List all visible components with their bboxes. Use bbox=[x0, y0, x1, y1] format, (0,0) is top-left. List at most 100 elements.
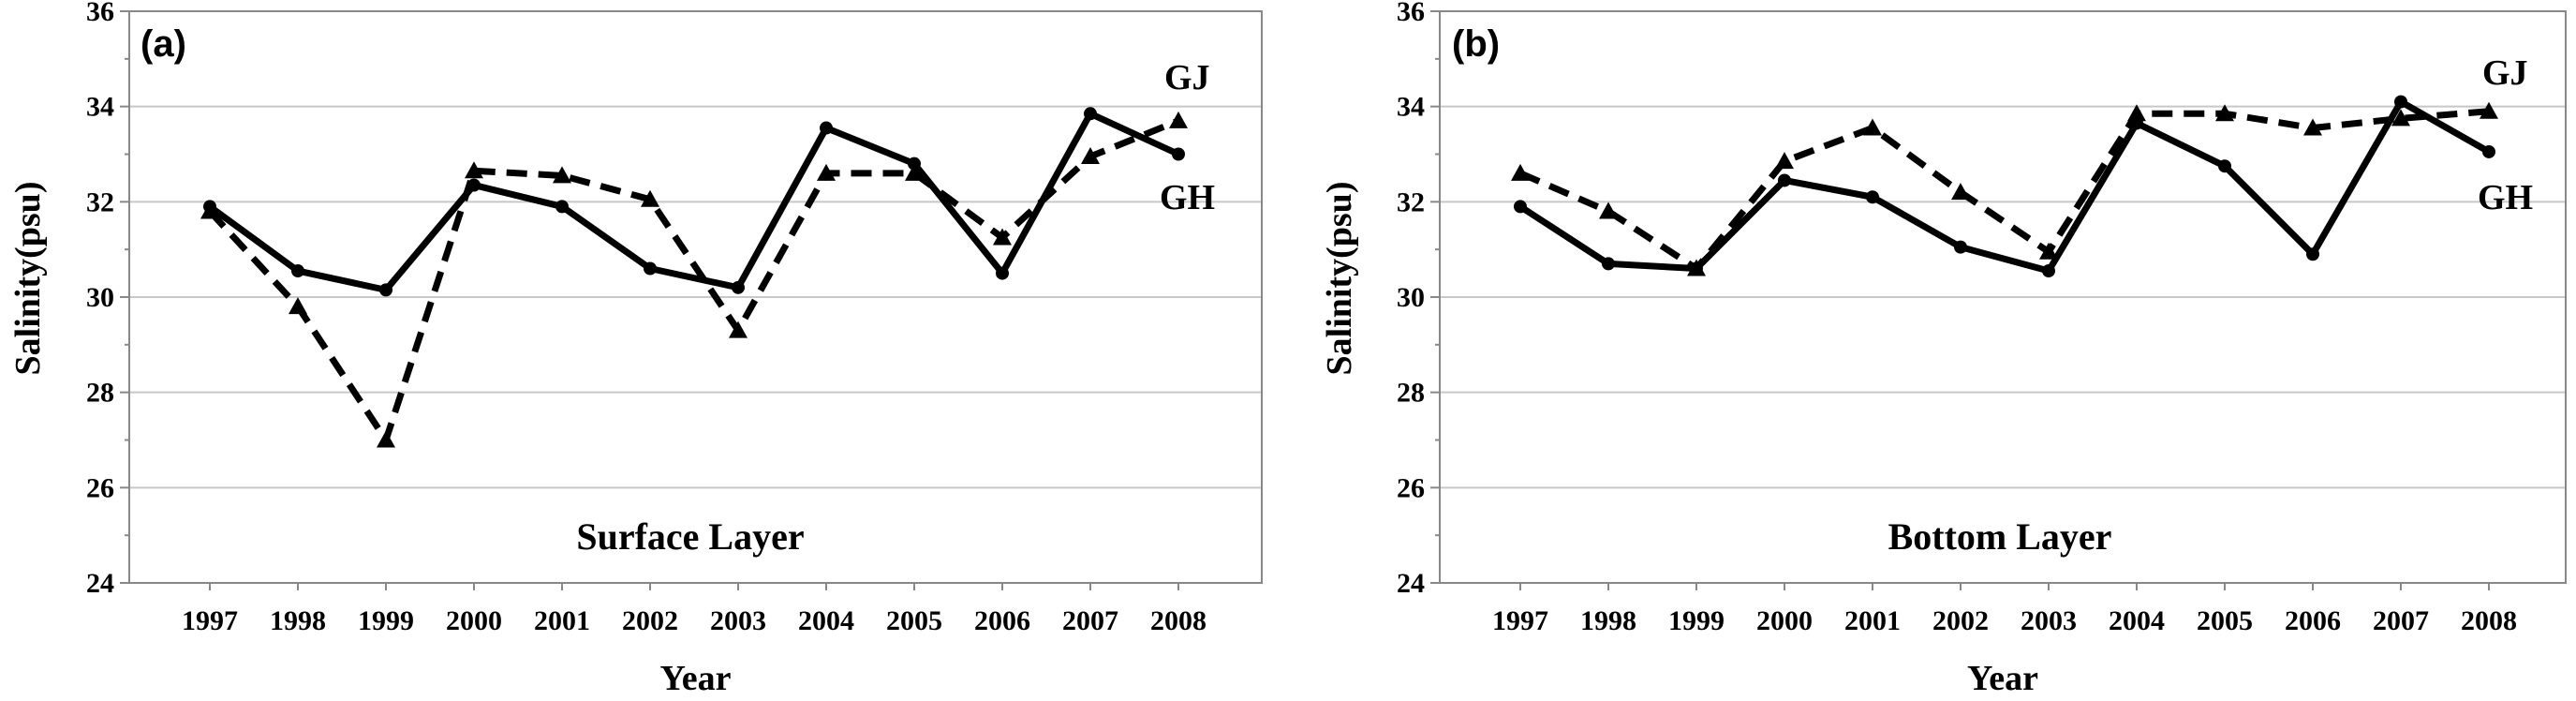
point-gh bbox=[1866, 190, 1879, 204]
x-tick-label: 2005 bbox=[886, 605, 942, 636]
point-gj bbox=[2303, 118, 2322, 136]
point-gj bbox=[729, 321, 748, 338]
y-tick-label: 24 bbox=[86, 568, 114, 599]
x-tick-label: 2001 bbox=[1844, 605, 1901, 636]
series-line-gh bbox=[207, 110, 1180, 293]
point-gh bbox=[2394, 95, 2407, 109]
point-gj bbox=[1169, 111, 1188, 128]
point-gh bbox=[1602, 257, 1615, 271]
point-gh bbox=[2042, 264, 2055, 278]
point-gh bbox=[2482, 144, 2495, 158]
x-tick-label: 1998 bbox=[270, 605, 326, 636]
point-gh bbox=[908, 157, 921, 171]
x-tick-label: 1997 bbox=[182, 605, 238, 636]
y-tick-label: 36 bbox=[1397, 0, 1425, 27]
point-gh bbox=[555, 200, 569, 214]
x-tick-label: 2006 bbox=[2285, 605, 2341, 636]
x-tick-label: 1999 bbox=[1668, 605, 1725, 636]
x-tick-label: 2004 bbox=[2109, 605, 2165, 636]
x-axis-title: Year bbox=[660, 659, 732, 698]
y-axis-title: Salinity(psu) bbox=[1320, 182, 1359, 376]
x-tick-label: 2006 bbox=[974, 605, 1030, 636]
point-gj bbox=[377, 430, 395, 448]
point-gh bbox=[644, 261, 657, 276]
x-tick-label: 2004 bbox=[798, 605, 854, 636]
y-tick-label: 30 bbox=[1397, 282, 1425, 313]
x-tick-label: 2003 bbox=[710, 605, 766, 636]
y-tick-label: 34 bbox=[86, 92, 114, 123]
x-tick-label: 2007 bbox=[2373, 605, 2429, 636]
series-line-gj bbox=[207, 117, 1180, 443]
point-gh bbox=[2130, 116, 2143, 130]
y-tick-label: 34 bbox=[1397, 92, 1425, 123]
point-gj bbox=[553, 166, 571, 184]
x-tick-label: 2003 bbox=[2021, 605, 2077, 636]
point-gh bbox=[1172, 147, 1185, 161]
plot-frame bbox=[1439, 10, 2567, 584]
point-gj bbox=[2127, 104, 2146, 122]
point-gh bbox=[1778, 173, 1791, 187]
point-gj bbox=[905, 163, 924, 181]
point-gh bbox=[203, 200, 216, 214]
point-gh bbox=[996, 266, 1009, 280]
y-tick-label: 30 bbox=[86, 282, 114, 313]
panel-label: (b) bbox=[1452, 23, 1500, 65]
y-tick-label: 26 bbox=[1397, 472, 1425, 503]
point-gj bbox=[641, 189, 659, 207]
x-tick-label: 2000 bbox=[1756, 605, 1813, 636]
point-gj bbox=[817, 163, 836, 181]
x-tick-label: 2002 bbox=[622, 605, 678, 636]
point-gh bbox=[291, 264, 304, 278]
point-gj bbox=[1511, 163, 1530, 181]
x-tick-label: 2002 bbox=[1932, 605, 1989, 636]
point-gh bbox=[2218, 159, 2231, 173]
point-gh bbox=[1954, 240, 1967, 254]
panel-label: (a) bbox=[141, 23, 186, 65]
series-label-gj: GJ bbox=[1164, 58, 1210, 97]
x-axis-title: Year bbox=[1967, 659, 2038, 698]
series-label-gh: GH bbox=[2478, 178, 2533, 217]
point-gj bbox=[2480, 101, 2498, 119]
layer-annotation: Surface Layer bbox=[576, 515, 804, 558]
point-gj bbox=[1863, 118, 1882, 136]
x-tick-label: 2000 bbox=[446, 605, 502, 636]
x-tick-label: 1999 bbox=[358, 605, 414, 636]
point-gh bbox=[379, 283, 392, 297]
y-tick-label: 24 bbox=[1397, 568, 1425, 599]
series-line-gh bbox=[1518, 98, 2491, 275]
x-tick-label: 1997 bbox=[1492, 605, 1548, 636]
x-tick-label: 1998 bbox=[1580, 605, 1636, 636]
point-gh bbox=[732, 280, 745, 294]
point-gj bbox=[289, 297, 307, 315]
x-tick-label: 2007 bbox=[1062, 605, 1118, 636]
plot-frame bbox=[128, 10, 1263, 584]
point-gj bbox=[993, 228, 1012, 246]
x-tick-label: 2001 bbox=[534, 605, 590, 636]
y-tick-label: 36 bbox=[86, 0, 114, 27]
panel-b-bottom-layer: 24 26 28 30 32 34 36 1997 1998 1999 2000 2001 2002 20… bbox=[1320, 0, 2567, 698]
y-tick-label: 28 bbox=[1397, 378, 1425, 409]
point-gh bbox=[1690, 261, 1703, 276]
point-gj bbox=[1599, 201, 1618, 219]
x-tick-label: 2008 bbox=[1150, 605, 1207, 636]
point-gj bbox=[2215, 104, 2234, 122]
point-gj bbox=[2039, 242, 2058, 260]
series-line-gj bbox=[1518, 108, 2490, 272]
series-label-gj: GJ bbox=[2482, 53, 2528, 93]
point-gh bbox=[1084, 107, 1097, 121]
y-tick-label: 26 bbox=[86, 472, 114, 503]
point-gj bbox=[465, 161, 483, 179]
point-gj bbox=[1081, 147, 1100, 165]
y-axis-title: Salinity(psu) bbox=[8, 182, 48, 376]
layer-annotation: Bottom Layer bbox=[1888, 515, 2112, 558]
point-gh bbox=[467, 178, 481, 192]
y-tick-label: 32 bbox=[1397, 186, 1425, 217]
y-tick-label: 32 bbox=[86, 186, 114, 217]
x-tick-label: 2008 bbox=[2461, 605, 2517, 636]
point-gj bbox=[1951, 183, 1970, 201]
series-label-gh: GH bbox=[1160, 178, 1215, 217]
panel-a-surface-layer: 24 26 28 30 32 34 36 1997 1998 1999 2000 2001 2002 20… bbox=[8, 0, 1263, 698]
y-tick-label: 28 bbox=[86, 378, 114, 409]
x-tick-label: 2005 bbox=[2197, 605, 2253, 636]
